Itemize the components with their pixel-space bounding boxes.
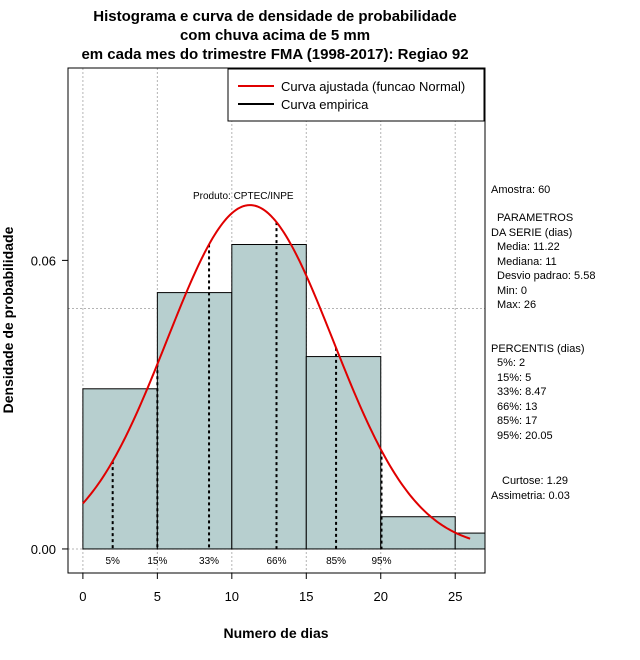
histogram-bar-3 — [305, 356, 382, 550]
stat-max: Max: 26 — [497, 299, 536, 311]
percentile-label-5: 95% — [371, 556, 391, 567]
histogram-bar-5 — [454, 532, 485, 550]
y-tick-label-0: 0.00 — [31, 542, 56, 557]
chart-title-line-1: Histograma e curva de densidade de proba… — [93, 8, 456, 25]
legend-label-fitted: Curva ajustada (funcao Normal) — [281, 79, 465, 94]
x-tick-label-5: 25 — [448, 589, 462, 604]
x-axis-title: Numero de dias — [223, 625, 328, 641]
x-tick-label-4: 20 — [374, 589, 388, 604]
chart-title-line-3: em cada mes do trimestre FMA (1998-2017)… — [81, 46, 468, 63]
chart-title-line-2: com chuva acima de 5 mm — [180, 27, 370, 44]
percentile-label-1: 15% — [147, 556, 167, 567]
stats-panel: Amostra: 60 PARAMETROS DA SERIE (dias) M… — [491, 184, 595, 502]
histogram-bar-1 — [156, 292, 233, 550]
legend: Curva ajustada (funcao Normal) Curva emp… — [227, 68, 485, 122]
normal-curve — [82, 204, 471, 540]
stat-p85: 85%: 17 — [497, 415, 537, 427]
histogram-bars — [82, 244, 485, 550]
percentile-label-2: 33% — [199, 556, 219, 567]
histogram-bar-4 — [380, 516, 456, 550]
histogram-bar-2 — [231, 244, 307, 550]
y-axis: 0.00 0.06 — [31, 253, 68, 557]
stat-parametros-title-1: PARAMETROS — [497, 212, 573, 224]
percentile-label-0: 5% — [105, 556, 120, 567]
x-tick-label-3: 15 — [299, 589, 313, 604]
stat-assimetria: Assimetria: 0.03 — [491, 490, 570, 502]
stat-media: Media: 11.22 — [497, 241, 560, 253]
legend-label-empirical: Curva empirica — [281, 97, 369, 112]
x-tick-label-0: 0 — [79, 589, 86, 604]
percentile-label-3: 66% — [266, 556, 286, 567]
x-tick-label-2: 10 — [225, 589, 239, 604]
x-tick-label-1: 5 — [154, 589, 161, 604]
y-tick-label-1: 0.06 — [31, 253, 56, 268]
stat-percentis-title: PERCENTIS (dias) — [491, 343, 585, 355]
histogram-bar-0 — [82, 388, 158, 550]
stat-curtose: Curtose: 1.29 — [502, 475, 568, 487]
x-axis: 0 5 10 15 20 25 — [79, 573, 462, 604]
stat-p66: 66%: 13 — [497, 401, 537, 413]
stat-parametros-title-2: DA SERIE (dias) — [491, 227, 572, 239]
stat-min: Min: 0 — [497, 285, 527, 297]
stat-mediana: Mediana: 11 — [497, 256, 557, 268]
stat-p95: 95%: 20.05 — [497, 430, 553, 442]
percentile-lines: 5% 15% 33% 66% 85% 95% — [105, 222, 392, 567]
y-axis-title: Densidade de probabilidade — [0, 226, 16, 413]
normal-curve-path — [82, 204, 471, 540]
stat-desvio: Desvio padrao: 5.58 — [497, 270, 595, 282]
stat-p33: 33%: 8.47 — [497, 386, 547, 398]
percentile-label-4: 85% — [326, 556, 346, 567]
stat-amostra: Amostra: 60 — [491, 184, 550, 196]
plot-frame — [67, 67, 486, 574]
stat-p15: 15%: 5 — [497, 372, 531, 384]
legend-box — [227, 68, 485, 122]
stat-p5: 5%: 2 — [497, 357, 525, 369]
product-label: Produto: CPTEC/INPE — [193, 191, 294, 202]
